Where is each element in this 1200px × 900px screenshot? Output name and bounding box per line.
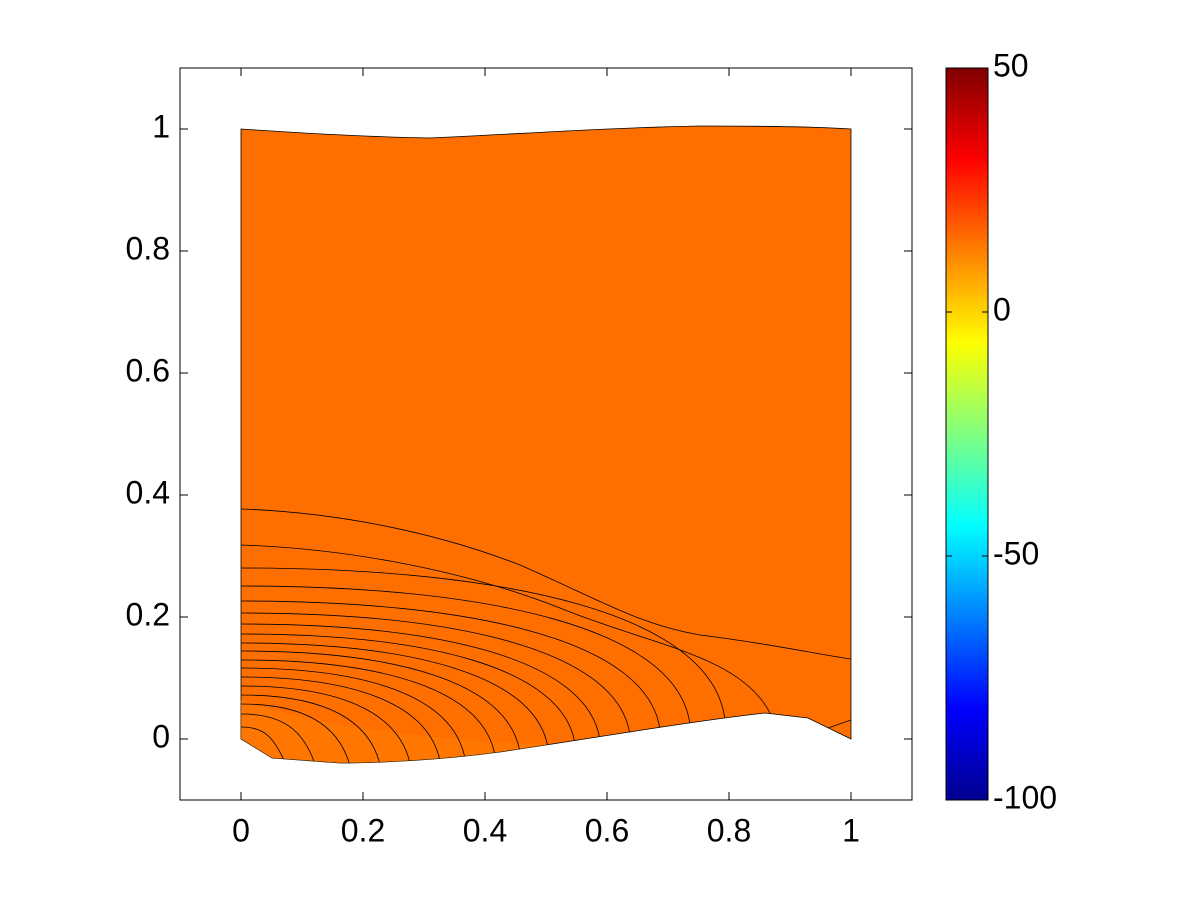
x-tick-label: 0: [232, 812, 250, 848]
colorbar-tick-label: 50: [993, 47, 1029, 83]
y-tick-label: 1: [152, 108, 170, 144]
contour-line: [241, 726, 286, 763]
colorbar-tick-label: -100: [993, 779, 1057, 815]
y-tick-label: 0.4: [126, 474, 170, 510]
contour-line: [241, 659, 496, 756]
y-tick-label: 0.6: [126, 352, 170, 388]
x-tick-label: 0.2: [341, 812, 385, 848]
x-tick-label: 1: [842, 812, 860, 848]
colorbar: [945, 67, 989, 801]
colorbar-tick-label: 0: [993, 291, 1011, 327]
contour-band: [241, 700, 560, 763]
y-tick-label: 0.8: [126, 230, 170, 266]
contour-field: [240, 125, 852, 764]
contour-line: [241, 685, 411, 763]
contour-line: [241, 650, 521, 753]
x-tick-label: 0.4: [463, 812, 507, 848]
contour-band: [240, 125, 852, 764]
x-tick-label: 0.8: [707, 812, 751, 848]
contour-line: [241, 703, 351, 763]
contour-line: [241, 676, 441, 762]
contour-line: [241, 713, 316, 763]
contour-line: [827, 719, 851, 729]
contour-line: [241, 633, 576, 744]
colorbar-tick-label: -50: [993, 535, 1039, 571]
y-tick-label: 0.2: [126, 596, 170, 632]
contour-lines: [241, 508, 851, 763]
contour-line: [241, 600, 661, 730]
contour-line: [241, 667, 466, 759]
contour-line: [241, 544, 771, 714]
contour-line: [241, 612, 631, 735]
contour-line: [241, 567, 726, 721]
contour-line: [241, 623, 601, 741]
contour-line: [241, 642, 549, 748]
contour-line: [241, 694, 381, 763]
contour-line: [241, 508, 851, 660]
contour-line: [241, 585, 691, 725]
x-tick-label: 0.6: [585, 812, 629, 848]
y-tick-label: 0: [152, 718, 170, 754]
